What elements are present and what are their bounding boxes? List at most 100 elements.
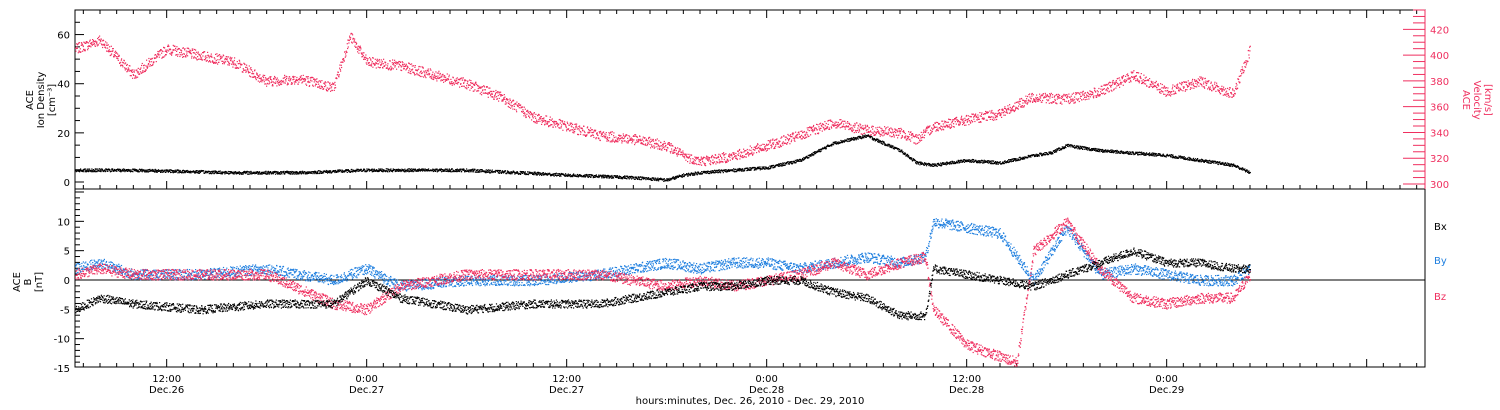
velocity-series-point xyxy=(254,70,256,72)
velocity-series-point xyxy=(808,127,810,129)
velocity-series-point xyxy=(409,63,411,65)
density-series-point xyxy=(405,171,407,173)
velocity-series-point xyxy=(165,54,167,56)
velocity-series-point xyxy=(555,126,557,128)
velocity-series-point xyxy=(430,69,432,71)
velocity-series-point xyxy=(351,33,353,35)
velocity-series-point xyxy=(794,140,796,142)
velocity-series-point xyxy=(816,123,818,125)
density-series-point xyxy=(131,170,133,172)
velocity-series-point xyxy=(315,81,317,83)
velocity-series-point xyxy=(773,142,775,144)
velocity-series-point xyxy=(778,143,780,145)
density-series-point xyxy=(127,168,129,171)
velocity-series-point xyxy=(493,90,495,93)
velocity-series-point xyxy=(836,127,838,129)
velocity-series-point xyxy=(261,79,263,81)
velocity-series-point xyxy=(1154,85,1156,88)
velocity-series-point xyxy=(987,112,989,114)
velocity-series-point xyxy=(316,81,318,83)
velocity-series-point xyxy=(513,100,515,102)
density-series-point xyxy=(304,171,306,173)
velocity-series-point xyxy=(866,131,868,133)
velocity-series-point xyxy=(762,143,764,145)
velocity-series-point xyxy=(1168,91,1170,93)
velocity-series-point xyxy=(318,80,320,82)
velocity-series-point xyxy=(540,116,542,118)
velocity-series-point xyxy=(343,58,345,60)
velocity-series-point xyxy=(746,148,748,151)
velocity-series-point xyxy=(457,83,459,85)
velocity-series-point xyxy=(294,76,296,78)
velocity-series-point xyxy=(983,118,985,120)
velocity-series-point xyxy=(646,140,648,142)
velocity-series-point xyxy=(1212,84,1214,86)
velocity-series-point xyxy=(980,121,982,123)
velocity-series-point xyxy=(490,96,492,98)
velocity-series-point xyxy=(1161,90,1163,92)
velocity-series-point xyxy=(560,120,562,122)
density-series-point xyxy=(130,171,132,173)
velocity-series-point xyxy=(528,113,530,115)
velocity-series-point xyxy=(125,68,127,70)
velocity-series-point xyxy=(821,125,823,127)
density-series-point xyxy=(80,168,82,170)
velocity-series-point xyxy=(1229,87,1231,89)
velocity-series-point xyxy=(533,113,535,115)
velocity-series-point xyxy=(293,78,295,80)
velocity-series-point xyxy=(211,55,213,57)
velocity-series-point xyxy=(75,50,77,52)
density-series-point xyxy=(227,172,229,174)
velocity-series-point xyxy=(893,133,895,136)
velocity-series-point xyxy=(1013,105,1015,107)
velocity-series-point xyxy=(1000,114,1002,116)
velocity-series-point xyxy=(1071,93,1073,95)
velocity-series-point xyxy=(1061,95,1063,97)
velocity-series-point xyxy=(734,156,736,158)
velocity-series-point xyxy=(487,92,489,94)
density-series-point xyxy=(94,168,96,170)
velocity-series-point xyxy=(794,138,796,140)
velocity-series-point xyxy=(433,75,435,77)
velocity-series-point xyxy=(148,60,150,62)
velocity-series-point xyxy=(1173,93,1175,95)
velocity-series-point xyxy=(642,143,644,145)
density-series-point xyxy=(183,170,185,172)
velocity-series-point xyxy=(755,145,757,148)
density-series-point xyxy=(216,171,218,173)
velocity-series-point xyxy=(284,76,286,78)
velocity-series-point xyxy=(889,135,891,137)
velocity-series-point xyxy=(89,39,91,41)
velocity-series-point xyxy=(857,127,859,129)
velocity-series-point xyxy=(835,127,837,129)
velocity-series-point xyxy=(92,43,94,45)
velocity-series-point xyxy=(225,56,227,58)
velocity-series-point xyxy=(1117,82,1119,85)
velocity-series-point xyxy=(241,63,243,66)
velocity-series-point xyxy=(335,87,337,89)
velocity-series-point xyxy=(876,131,878,133)
velocity-series-point xyxy=(1235,88,1237,90)
velocity-series-point xyxy=(878,132,880,134)
velocity-series-point xyxy=(372,57,374,59)
velocity-series-point xyxy=(1179,87,1181,89)
velocity-series-point xyxy=(1139,75,1141,77)
density-series-point xyxy=(308,172,310,174)
velocity-series-point xyxy=(1107,88,1109,90)
velocity-series-point xyxy=(1082,94,1084,96)
velocity-series-point xyxy=(1159,92,1161,94)
velocity-series-point xyxy=(697,157,699,159)
velocity-series-point xyxy=(1224,94,1226,96)
velocity-series-point xyxy=(1211,90,1213,92)
velocity-series-point xyxy=(1005,108,1007,110)
velocity-series-point xyxy=(959,122,961,124)
velocity-series-point xyxy=(812,129,814,131)
density-series-point xyxy=(234,172,236,174)
velocity-series-point xyxy=(1217,86,1219,88)
velocity-series-point xyxy=(742,156,744,158)
velocity-series-point xyxy=(578,129,580,131)
velocity-series-point xyxy=(915,134,917,136)
velocity-series-point xyxy=(1213,87,1215,89)
velocity-series-point xyxy=(1003,110,1005,113)
velocity-series-point xyxy=(657,148,659,150)
